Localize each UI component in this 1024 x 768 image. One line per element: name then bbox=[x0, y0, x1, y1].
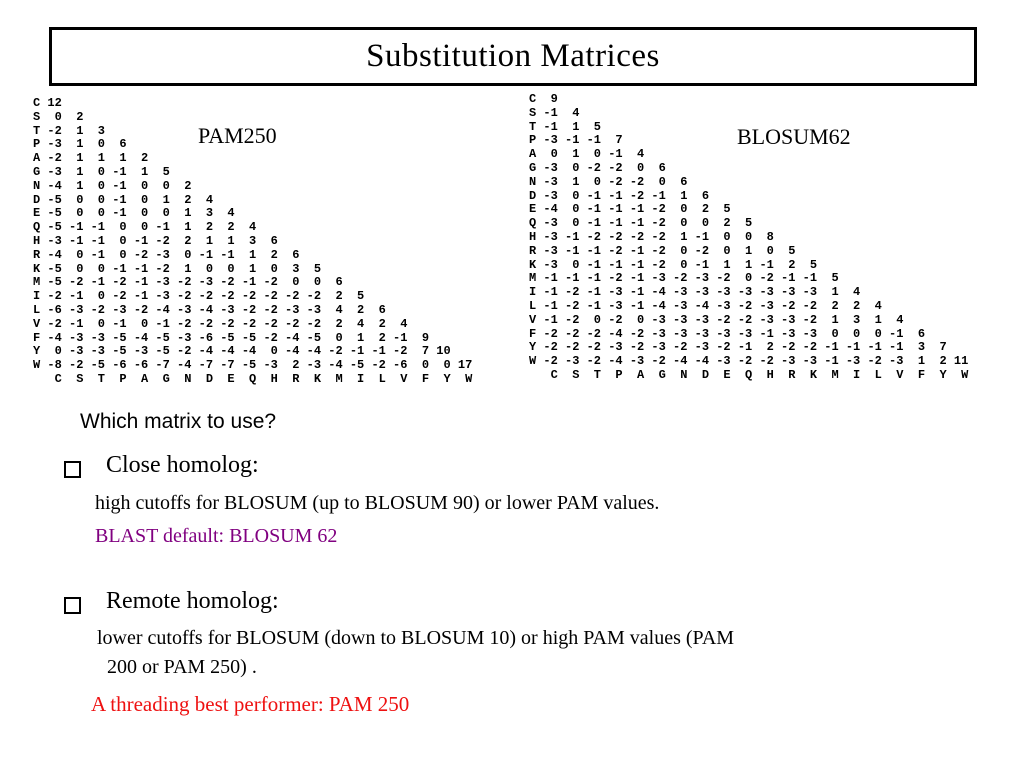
close-homolog-line1: high cutoffs for BLOSUM (up to BLOSUM 90… bbox=[95, 492, 660, 514]
pam250-label: PAM250 bbox=[198, 123, 277, 148]
close-homolog-heading: Close homolog: bbox=[106, 452, 259, 478]
remote-homolog-heading: Remote homolog: bbox=[106, 588, 279, 614]
blosum62-label: BLOSUM62 bbox=[737, 124, 851, 149]
slide-title: Substitution Matrices bbox=[366, 38, 660, 74]
blast-default-note: BLAST default: BLOSUM 62 bbox=[95, 525, 338, 547]
remote-homolog-line1: lower cutoffs for BLOSUM (down to BLOSUM… bbox=[97, 627, 735, 649]
title-box: Substitution Matrices bbox=[49, 27, 977, 86]
remote-homolog-line2: 200 or PAM 250) . bbox=[107, 656, 257, 678]
threading-performer-note: A threading best performer: PAM 250 bbox=[91, 692, 410, 716]
square-bullet-icon bbox=[64, 597, 81, 614]
pam250-matrix: C 12 S 0 2 T -2 1 3 P -3 1 0 6 A -2 1 1 … bbox=[33, 96, 473, 386]
question-text: Which matrix to use? bbox=[80, 410, 277, 433]
blosum62-matrix: C 9 S -1 4 T -1 1 5 P -3 -1 -1 7 A 0 1 0… bbox=[529, 92, 969, 382]
square-bullet-icon bbox=[64, 461, 81, 478]
